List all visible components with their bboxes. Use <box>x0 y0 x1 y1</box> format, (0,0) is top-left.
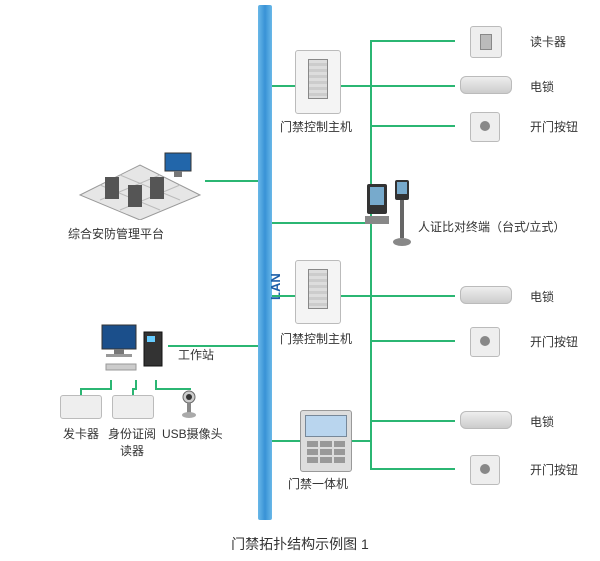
periph-drop <box>132 388 134 395</box>
usb-camera-icon <box>180 390 198 418</box>
endpoint-label-0-0: 读卡器 <box>530 33 566 50</box>
card-issuer-label: 发卡器 <box>63 425 99 442</box>
endpoint-icon-3-1 <box>470 455 500 485</box>
figure-caption: 门禁拓扑结构示例图 1 <box>0 534 600 554</box>
workstation-label: 工作站 <box>178 346 214 363</box>
endpoint-label-2-1: 开门按钮 <box>530 333 578 350</box>
endpoint-label-2-0: 电锁 <box>530 288 554 305</box>
endpoint-icon-2-0 <box>460 286 512 304</box>
endpoint-icon-0-0 <box>470 26 502 58</box>
hub-label-2: 门禁控制主机 <box>280 330 352 347</box>
endpoint-icon-2-1 <box>470 327 500 357</box>
hub-label-1: 人证比对终端（台式/立式） <box>418 218 565 235</box>
periph-drop <box>135 380 137 388</box>
endpoint-label-3-0: 电锁 <box>530 413 554 430</box>
platform-label: 综合安防管理平台 <box>68 225 164 242</box>
periph-drop <box>80 388 82 395</box>
access-controller-icon <box>295 260 341 324</box>
trunk-to-ep-0-0 <box>370 40 455 42</box>
lan-backbone <box>258 5 272 520</box>
usb-camera-label: USB摄像头 <box>162 425 223 442</box>
trunk-to-ep-3-0 <box>370 420 455 422</box>
endpoint-label-3-1: 开门按钮 <box>530 461 578 478</box>
endpoint-icon-0-1 <box>460 76 512 94</box>
periph-drop <box>110 380 112 388</box>
id-verify-terminal-icon <box>365 180 413 250</box>
trunk-to-ep-2-0 <box>370 295 455 297</box>
endpoint-icon-0-2 <box>470 112 500 142</box>
access-controller-icon <box>295 50 341 114</box>
trunk-to-ep-0-1 <box>370 85 455 87</box>
platform-to-lan <box>205 180 258 182</box>
endpoint-icon-3-0 <box>460 411 512 429</box>
id-reader-label: 身份证阅读器 <box>107 425 157 459</box>
workstation-icon <box>100 320 170 380</box>
periph-drop <box>80 388 112 390</box>
access-aio-icon <box>300 410 352 472</box>
endpoint-label-0-1: 电锁 <box>530 78 554 95</box>
platform-icon <box>70 145 210 220</box>
id-reader-icon <box>112 395 154 419</box>
trunk-to-ep-3-1 <box>370 468 455 470</box>
hub-label-0: 门禁控制主机 <box>280 118 352 135</box>
periph-drop <box>155 380 157 388</box>
hub-label-3: 门禁一体机 <box>288 475 348 492</box>
trunk-to-ep-0-2 <box>370 125 455 127</box>
card-issuer-icon <box>60 395 102 419</box>
endpoint-label-0-2: 开门按钮 <box>530 118 578 135</box>
right-trunk <box>370 40 372 470</box>
trunk-to-ep-2-1 <box>370 340 455 342</box>
